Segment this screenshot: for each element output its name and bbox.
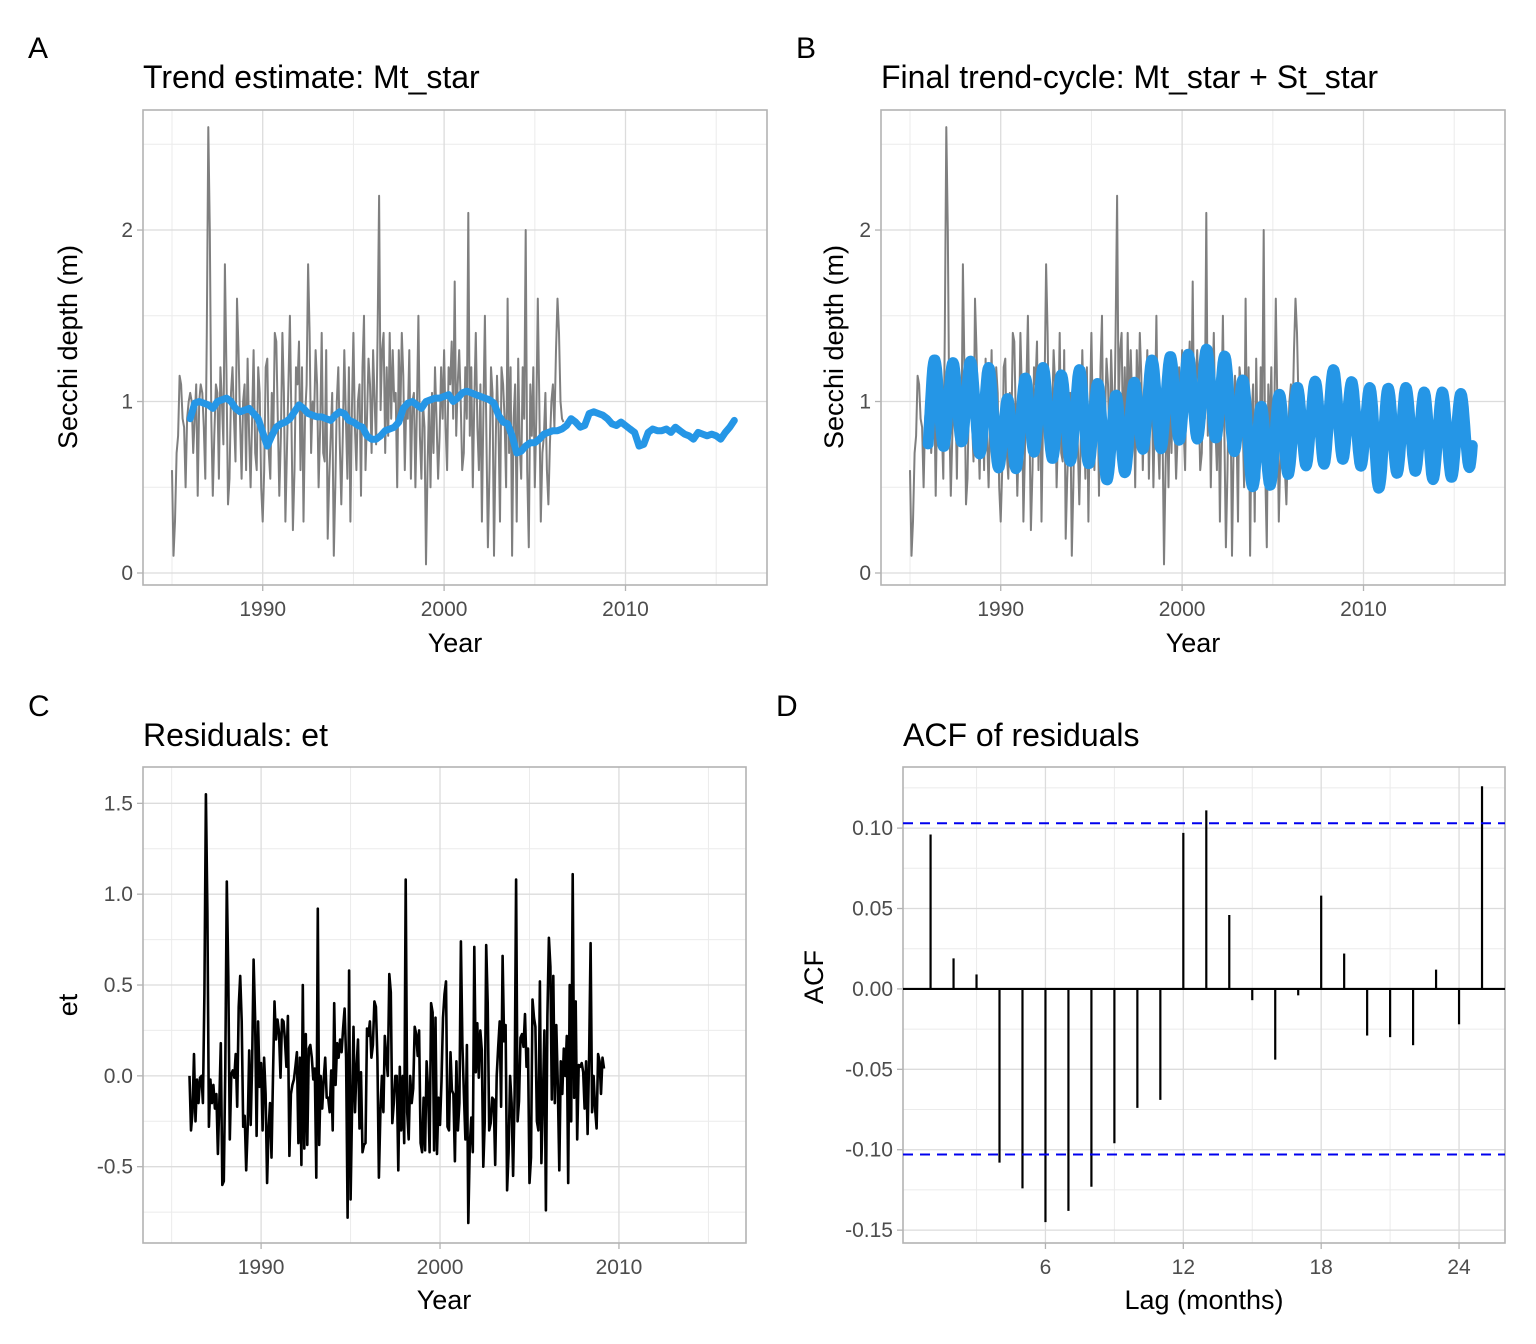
panel-b-ylabel: Secchi depth (m)	[819, 245, 849, 449]
panel-d-ytick-label: 0.10	[852, 817, 893, 840]
panel-a-frame	[142, 109, 768, 586]
panel-c-ylabel: et	[53, 993, 83, 1016]
panel-d-xtick-label: 6	[1040, 1256, 1052, 1279]
panel-c-xlabel: Year	[417, 1285, 472, 1315]
panel-d-xtick-label: 12	[1172, 1256, 1195, 1279]
panel-d: D ACF of residuals 6 12 18 24 -0.15 -0.10 -0.0…	[776, 690, 1506, 1315]
panel-a-title: Trend estimate: Mt_star	[143, 59, 480, 95]
panel-a-xtick-label: 1990	[239, 598, 286, 621]
panel-c-ytick-label: 1.5	[104, 792, 133, 815]
panel-b-observed-line	[909, 126, 1303, 566]
panel-b-xtick-label: 1990	[977, 598, 1024, 621]
panel-d-title: ACF of residuals	[903, 717, 1140, 753]
panel-c-ticks: 1990 2000 2010 -0.5 0.0 0.5 1.0 1.5	[97, 792, 643, 1279]
panel-a-ticks: 1990 2000 2010 0 1 2	[121, 219, 649, 621]
panel-c: C Residuals: et 1990 2000 2010 -0.5 0.0 0.5 1.…	[28, 690, 747, 1315]
panel-d-frame	[902, 766, 1506, 1244]
panel-d-xtick-label: 24	[1447, 1256, 1471, 1279]
panel-a-series	[171, 126, 738, 566]
panel-a-xlabel: Year	[428, 628, 483, 658]
panel-b-xtick-label: 2010	[1340, 598, 1387, 621]
panel-d-ticks: 6 12 18 24 -0.15 -0.10 -0.05 0.00 0.05 0.10	[845, 817, 1471, 1279]
panel-b-trend-cycle-line	[922, 343, 1478, 494]
panel-a-observed-line	[171, 126, 565, 566]
panel-b-series	[909, 126, 1478, 566]
panel-b-ytick-label: 2	[859, 219, 871, 242]
panel-d-grid	[903, 767, 1505, 1243]
panel-c-title: Residuals: et	[143, 717, 328, 753]
panel-a-xtick-label: 2000	[421, 598, 468, 621]
panel-c-ytick-label: -0.5	[97, 1156, 133, 1179]
panel-d-ylabel: ACF	[799, 950, 829, 1004]
panel-a-ytick-label: 2	[121, 219, 133, 242]
panel-d-ytick-label: -0.10	[845, 1139, 893, 1162]
panel-c-residual-line	[188, 793, 606, 1225]
panel-d-xtick-label: 18	[1310, 1256, 1333, 1279]
panel-tag-c: C	[28, 690, 50, 723]
panel-c-ytick-label: 0.0	[104, 1065, 133, 1088]
panel-b: B Final trend-cycle: Mt_star + St_star 1…	[796, 32, 1506, 658]
panel-c-ytick-label: 1.0	[104, 883, 133, 906]
panel-b-ticks: 1990 2000 2010 0 1 2	[859, 219, 1387, 621]
panel-d-ytick-label: 0.05	[852, 898, 893, 921]
panel-b-title: Final trend-cycle: Mt_star + St_star	[881, 59, 1378, 95]
panel-d-ytick-label: 0.00	[852, 978, 893, 1001]
panel-tag-b: B	[796, 32, 816, 65]
panel-a-ylabel: Secchi depth (m)	[53, 245, 83, 449]
panel-c-xtick-label: 1990	[238, 1256, 285, 1279]
panel-b-ytick-label: 0	[859, 562, 871, 585]
panel-d-ytick-label: -0.15	[845, 1219, 893, 1242]
panel-c-xtick-label: 2000	[417, 1256, 464, 1279]
panel-d-xlabel: Lag (months)	[1124, 1285, 1283, 1315]
panel-b-xlabel: Year	[1166, 628, 1221, 658]
panel-b-ytick-label: 1	[859, 391, 871, 414]
panel-b-frame	[880, 109, 1506, 586]
panel-a-ytick-label: 1	[121, 391, 133, 414]
panel-c-xtick-label: 2010	[596, 1256, 643, 1279]
panel-d-series	[903, 786, 1505, 1223]
panel-a: A Trend estimate: Mt_star 1990 2000 201001…	[28, 32, 768, 658]
panel-a-xtick-label: 2010	[602, 598, 649, 621]
panel-b-xtick-label: 2000	[1159, 598, 1206, 621]
panel-a-trend-line	[186, 387, 738, 457]
panel-tag-a: A	[28, 32, 48, 65]
panel-c-series	[188, 793, 606, 1225]
panel-a-ytick-label: 0	[121, 562, 133, 585]
panel-c-frame	[142, 766, 747, 1244]
panel-tag-d: D	[776, 690, 798, 723]
panel-c-ytick-label: 0.5	[104, 974, 133, 997]
panel-d-ytick-label: -0.05	[845, 1058, 893, 1081]
